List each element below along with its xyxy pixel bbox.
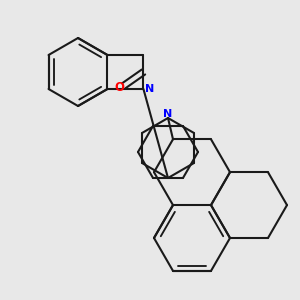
Text: O: O bbox=[115, 81, 125, 94]
Text: N: N bbox=[146, 84, 155, 94]
Text: N: N bbox=[164, 109, 172, 119]
